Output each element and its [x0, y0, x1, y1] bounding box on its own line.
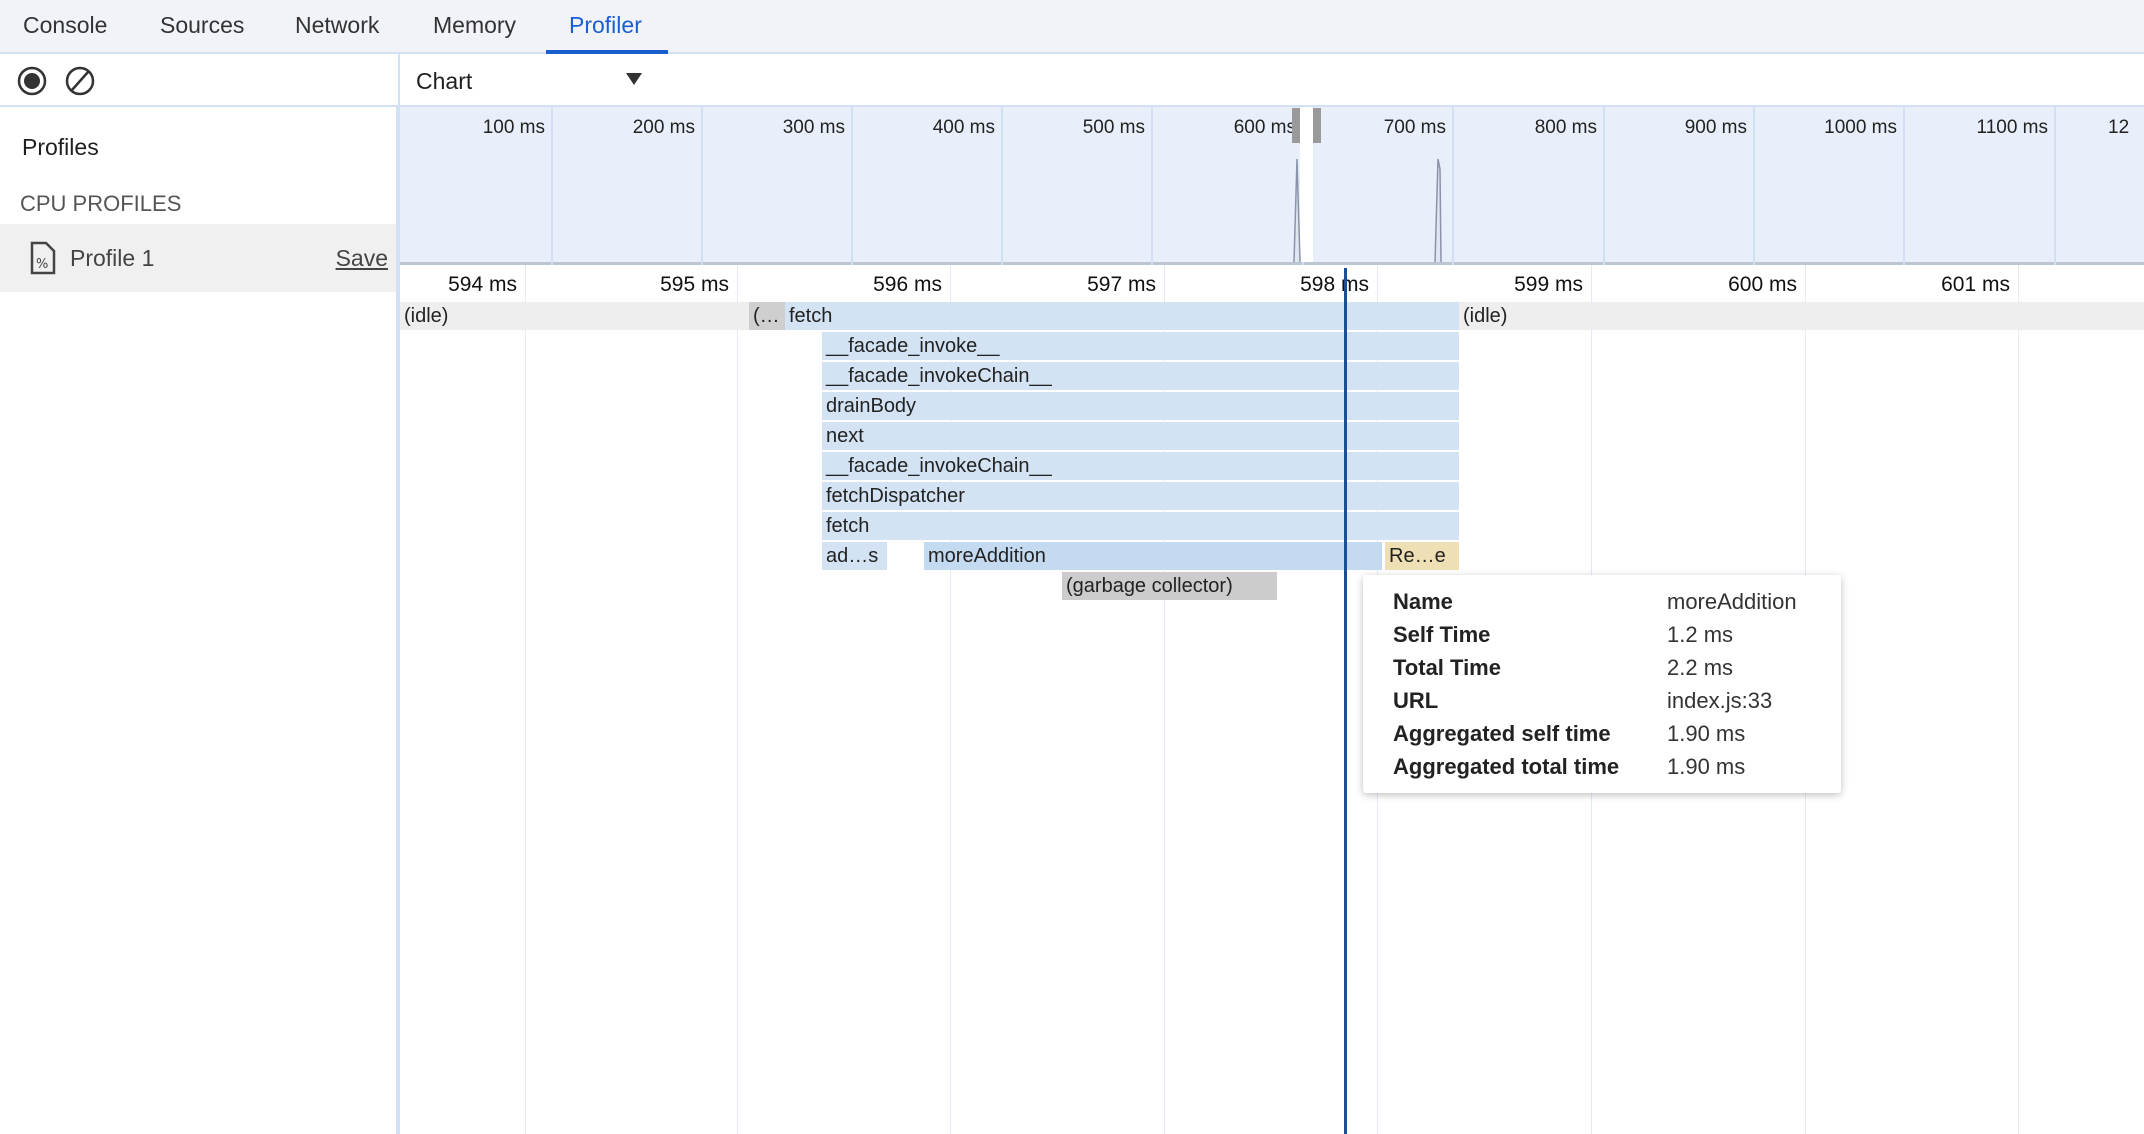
idle-bar[interactable]: (idle) — [400, 302, 749, 330]
tooltip-value: 1.2 ms — [1667, 622, 1734, 647]
fetch-bar[interactable]: fetch — [785, 302, 1459, 330]
tooltip-value: 2.2 ms — [1667, 655, 1734, 680]
flame-bar[interactable]: drainBody — [822, 392, 1459, 420]
ruler-tick-label: 599 ms — [1514, 273, 1583, 296]
tab-profiler[interactable]: Profiler — [569, 12, 642, 38]
profiles-sidebar: Profiles CPU PROFILES % Profile 1 Save — [0, 107, 398, 1134]
overview-gridline — [1001, 107, 1003, 265]
overview-tick-label: 800 ms — [1534, 117, 1597, 138]
tooltip-value: index.js:33 — [1667, 688, 1773, 713]
time-ruler: 594 ms 595 ms 596 ms 597 ms 598 ms 599 ms 600 … — [400, 265, 2144, 301]
active-tab-indicator — [546, 50, 668, 54]
tab-network[interactable]: Network — [295, 12, 380, 38]
overview-tick-label: 400 ms — [932, 117, 995, 138]
overview-tick-label: 100 ms — [482, 117, 545, 138]
overview-tick-label: 12 — [2108, 117, 2130, 138]
profiler-toolbar — [0, 54, 398, 107]
idle-bar[interactable]: (idle) — [1459, 302, 2144, 330]
ruler-tick-label: 595 ms — [660, 273, 729, 296]
selection-handle-left[interactable] — [1292, 108, 1300, 143]
selection-handle-right[interactable] — [1313, 108, 1321, 143]
tooltip-value: 1.90 ms — [1667, 721, 1746, 746]
tooltip-value: 1.90 ms — [1667, 754, 1746, 779]
overview-tick-label: 1100 ms — [1976, 117, 2048, 138]
overview-tick-label: 1000 ms — [1824, 117, 1897, 138]
flame-gridline — [525, 265, 526, 1134]
more-addition-bar[interactable]: moreAddition — [924, 542, 1382, 570]
flame-bar[interactable]: next — [822, 422, 1459, 450]
selection-window[interactable] — [1300, 107, 1313, 262]
cpu-activity-graph — [1293, 158, 1442, 263]
profile-name: Profile 1 — [70, 245, 155, 271]
overview-tick-label: 200 ms — [632, 117, 695, 138]
overview-gridline — [1903, 107, 1905, 265]
ruler-tick-label: 598 ms — [1300, 273, 1369, 296]
cpu-profile-file-icon: % — [30, 241, 56, 275]
cpu-profiles-heading: CPU PROFILES — [20, 191, 182, 216]
overview-tick-label: 600 ms — [1233, 117, 1296, 138]
overview-gridline — [1452, 107, 1454, 265]
activity-spike — [1293, 158, 1301, 263]
tooltip-label: URL — [1393, 688, 1439, 713]
overview-gridline — [1151, 107, 1153, 265]
ruler-tick-label: 600 ms — [1728, 273, 1797, 296]
tooltip-value: moreAddition — [1667, 589, 1797, 614]
flame-bar[interactable]: fetch — [822, 512, 1459, 540]
overview-tick-label: 500 ms — [1082, 117, 1145, 138]
sidebar-divider[interactable] — [398, 54, 400, 1134]
tooltip-label: Name — [1393, 589, 1453, 614]
overview-gridline — [1753, 107, 1755, 265]
program-bar[interactable]: (… — [749, 302, 785, 330]
flame-bar[interactable]: __facade_invoke__ — [822, 332, 1459, 360]
flame-bar[interactable]: fetchDispatcher — [822, 482, 1459, 510]
ruler-tick-label: 601 ms — [1941, 273, 2010, 296]
panel-tab-bar: Console Sources Network Memory Profiler — [0, 0, 2144, 54]
tooltip-label: Aggregated self time — [1393, 721, 1611, 746]
tooltip-label: Aggregated total time — [1393, 754, 1620, 779]
record-icon[interactable] — [16, 65, 48, 97]
overview-gridline — [2054, 107, 2056, 265]
tab-sources[interactable]: Sources — [160, 12, 245, 38]
save-profile-link[interactable]: Save — [335, 245, 388, 271]
ruler-tick-label: 594 ms — [448, 273, 517, 296]
profile-item[interactable]: % Profile 1 Save — [0, 224, 396, 292]
profiles-title: Profiles — [22, 134, 99, 160]
flame-bar[interactable]: ad…s — [822, 542, 887, 570]
overview-tick-label: 300 ms — [782, 117, 845, 138]
flame-bar[interactable]: __facade_invokeChain__ — [822, 452, 1459, 480]
view-select[interactable]: Chart — [400, 54, 660, 105]
overview-tick-label: 700 ms — [1383, 117, 1446, 138]
timeline-overview[interactable]: 100 ms 200 ms 300 ms 400 ms 500 ms 600 ms 700 … — [400, 107, 2144, 265]
overview-gridline — [701, 107, 703, 265]
time-cursor-line — [1344, 268, 1347, 1134]
flame-gridline — [2018, 265, 2019, 1134]
overview-gridline — [551, 107, 553, 265]
flame-gridline — [737, 265, 738, 1134]
garbage-collector-bar[interactable]: (garbage collector) — [1062, 572, 1277, 600]
tooltip-label: Total Time — [1393, 655, 1501, 680]
call-details-tooltip: Name moreAddition Self Time 1.2 ms Total Tim… — [1363, 575, 1841, 793]
ruler-tick-label: 596 ms — [873, 273, 942, 296]
view-select-value: Chart — [416, 68, 473, 94]
native-bar[interactable]: Re…e — [1385, 542, 1459, 570]
overview-gridline — [1603, 107, 1605, 265]
overview-gridline — [851, 107, 853, 265]
chevron-down-icon — [626, 73, 642, 85]
flame-gridline — [950, 265, 951, 1134]
ruler-tick-label: 597 ms — [1087, 273, 1156, 296]
view-toolbar: Chart — [400, 54, 2144, 107]
flame-bar[interactable]: __facade_invokeChain__ — [822, 362, 1459, 390]
overview-tick-label: 900 ms — [1684, 117, 1747, 138]
tab-console[interactable]: Console — [23, 12, 108, 38]
clear-icon[interactable] — [64, 65, 96, 97]
tooltip-label: Self Time — [1393, 622, 1491, 647]
svg-text:%: % — [36, 257, 48, 272]
activity-spike — [1434, 158, 1442, 263]
flame-gridline — [1164, 265, 1165, 1134]
tab-memory[interactable]: Memory — [433, 12, 517, 38]
